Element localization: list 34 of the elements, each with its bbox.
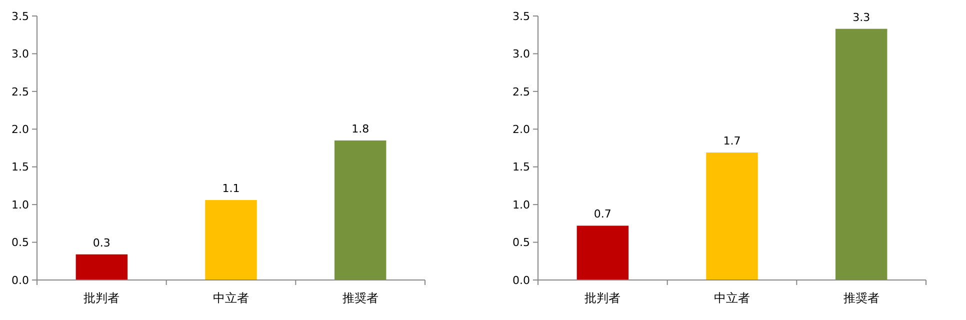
data-label: 3.3 xyxy=(852,10,870,24)
y-tick-label: 3.5 xyxy=(12,10,29,23)
x-tick-label: 批判者 xyxy=(584,291,621,305)
y-tick-label: 2.0 xyxy=(512,122,530,136)
data-label: 0.7 xyxy=(594,208,612,221)
y-tick-label: 1.5 xyxy=(512,160,530,174)
bar xyxy=(576,226,629,280)
x-tick-label: 批判者 xyxy=(84,291,120,305)
y-tick-label: 0.0 xyxy=(12,274,29,287)
y-tick-label: 1.0 xyxy=(12,198,29,212)
x-tick-label: 推奨者 xyxy=(843,291,880,305)
data-label: 1.8 xyxy=(352,122,370,136)
y-tick-label: 1.5 xyxy=(12,160,29,174)
x-tick-label: 中立者 xyxy=(213,291,249,305)
y-tick-label: 2.0 xyxy=(12,122,29,136)
y-tick-label: 0.5 xyxy=(12,236,29,250)
y-tick-label: 2.5 xyxy=(12,85,29,98)
y-tick-label: 1.0 xyxy=(512,198,530,212)
bar xyxy=(334,140,386,280)
x-tick-label: 推奨者 xyxy=(342,291,378,305)
bar xyxy=(835,28,888,280)
data-label: 1.7 xyxy=(723,134,741,148)
bar xyxy=(205,200,257,280)
y-tick-label: 2.5 xyxy=(512,85,530,98)
y-tick-label: 3.0 xyxy=(12,48,29,61)
bar xyxy=(76,254,128,280)
x-tick-label: 中立者 xyxy=(714,291,750,305)
data-label: 1.1 xyxy=(222,182,240,196)
bar xyxy=(706,152,758,280)
y-tick-label: 3.0 xyxy=(512,48,530,61)
y-tick-label: 3.5 xyxy=(512,10,530,23)
data-label: 0.3 xyxy=(92,236,110,250)
y-tick-label: 0.5 xyxy=(512,236,530,250)
y-tick-label: 0.0 xyxy=(512,274,530,287)
